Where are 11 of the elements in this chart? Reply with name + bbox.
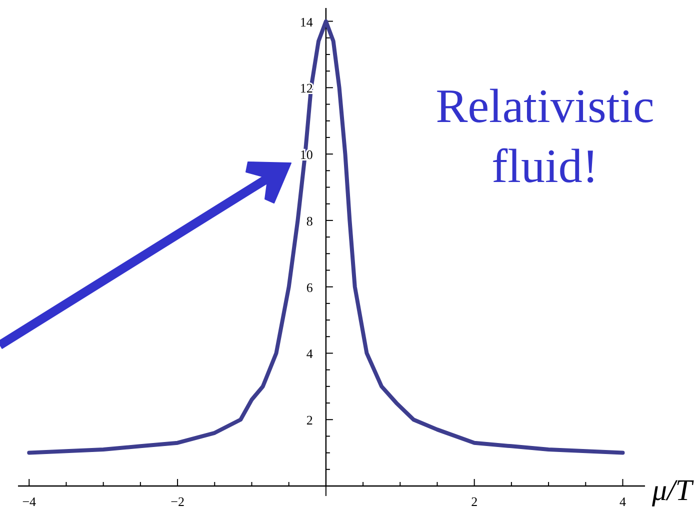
y-tick-label: 8 <box>306 213 313 228</box>
x-tick-label: −4 <box>22 494 37 509</box>
x-tick-label: −2 <box>170 494 184 509</box>
y-tick-label: 14 <box>300 14 314 30</box>
y-tick-label: 4 <box>306 346 314 362</box>
annotation: Relativistic fluid! <box>436 80 654 193</box>
x-axis-title: μ/T <box>650 474 694 507</box>
y-tick-label: 2 <box>306 412 313 428</box>
x-tick-label: 2 <box>471 494 478 509</box>
x-tick-label: 4 <box>619 494 626 509</box>
y-tick-label: 6 <box>306 280 314 295</box>
